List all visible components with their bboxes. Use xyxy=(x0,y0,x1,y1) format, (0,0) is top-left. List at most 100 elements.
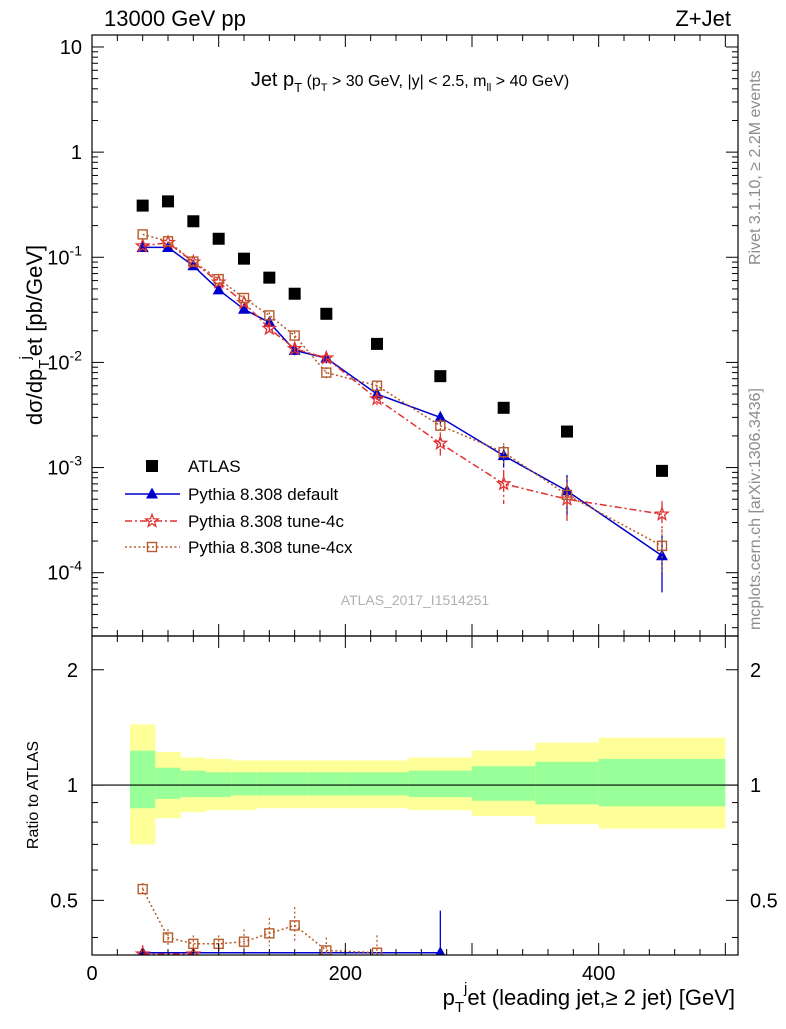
top-series-1-point xyxy=(212,283,225,295)
x-tick-label: 400 xyxy=(582,963,615,985)
header-left: 13000 GeV pp xyxy=(104,6,246,31)
legend-entry: Pythia 8.308 default xyxy=(125,485,339,504)
ratio-series-2-line xyxy=(142,888,378,954)
mcplots-label: mcplots.cern.ch [arXiv:1306.3436] xyxy=(747,388,764,630)
top-series-3-point xyxy=(561,489,573,501)
top-series-3-point xyxy=(264,310,275,321)
top-series-0-point xyxy=(238,252,250,265)
y-tick-label: 10-3 xyxy=(47,453,82,480)
x-tick-label: 0 xyxy=(86,963,97,985)
top-series-1-point xyxy=(656,549,668,561)
y-axis-label-bottom: Ratio to ATLAS xyxy=(25,741,42,849)
band-inner-bin xyxy=(307,772,346,796)
top-series-2-point xyxy=(286,340,303,356)
top-series-2-point xyxy=(261,320,278,336)
ratio-y-tick-label: 0.5 xyxy=(50,890,78,912)
band-inner-bin xyxy=(345,772,409,796)
legend-label: Pythia 8.308 default xyxy=(188,485,339,504)
top-series-3-point xyxy=(162,236,174,247)
top-series-3-point xyxy=(188,256,199,267)
legend-marker xyxy=(144,512,160,528)
plot-title: Jet pT (pT > 30 GeV, |y| < 2.5, mll > 40… xyxy=(251,69,569,95)
ratio-series-2-point xyxy=(162,932,174,943)
legend-label: ATLAS xyxy=(188,457,241,476)
ratio-series-2-point xyxy=(188,938,199,950)
top-series-0-point xyxy=(434,370,447,383)
header-right: Z+Jet xyxy=(675,6,731,31)
band-inner-bin xyxy=(535,761,599,805)
x-axis-label: pTjet (leading jet,≥ 2 jet) [GeV] xyxy=(443,980,735,1016)
band-inner-bin xyxy=(256,772,282,796)
legend-entry: Pythia 8.308 tune-4cx xyxy=(125,538,353,557)
top-series-3-point xyxy=(656,540,668,552)
band-inner-bin xyxy=(282,772,308,796)
ratio-series-1-point xyxy=(134,945,151,955)
top-series-0-point xyxy=(263,271,276,284)
ratio-y-tick-label-right: 2 xyxy=(750,660,761,682)
top-series-3-point xyxy=(371,380,383,391)
top-series-0-point xyxy=(371,337,383,350)
band-inner-bin xyxy=(598,758,726,807)
top-series-3-point xyxy=(289,330,300,341)
y-tick-label: 10-2 xyxy=(47,347,82,374)
top-series-3-point xyxy=(435,420,446,431)
band-inner-bin xyxy=(130,750,156,809)
ratio-y-tick-label-right: 0.5 xyxy=(750,890,778,912)
top-series-3-point xyxy=(238,292,250,304)
top-series-0-point xyxy=(656,464,668,477)
legend-entry: Pythia 8.308 tune-4c xyxy=(125,512,344,531)
ratio-series-1-point xyxy=(185,945,202,955)
y-tick-label: 10-4 xyxy=(47,558,82,585)
ratio-y-tick-label: 1 xyxy=(67,775,78,797)
top-series-3-point xyxy=(321,367,332,378)
y-tick-label: 10 xyxy=(60,37,82,59)
band-inner-bin xyxy=(472,766,536,801)
ratio-series-2-point xyxy=(289,920,300,931)
top-series-0-point xyxy=(162,195,174,208)
top-series-3-line xyxy=(142,233,663,547)
watermark: ATLAS_2017_I1514251 xyxy=(341,592,490,608)
legend-marker xyxy=(146,460,158,472)
legend-marker xyxy=(146,541,158,553)
top-series-3-point xyxy=(213,273,224,285)
top-series-2-point xyxy=(432,434,449,451)
top-series-0-point xyxy=(320,307,333,320)
bottom-frame xyxy=(91,635,739,956)
legend-marker xyxy=(146,487,158,499)
band-inner-bin xyxy=(408,770,472,798)
top-series-1-point xyxy=(238,302,250,314)
top-series-2-point xyxy=(654,505,670,522)
ratio-series-0-point xyxy=(435,946,446,955)
y-tick-label: 10-1 xyxy=(47,242,82,269)
top-series-0-point xyxy=(212,232,225,245)
top-series-2-point xyxy=(369,390,385,406)
top-series-0-point xyxy=(288,287,301,300)
top-series-0-point xyxy=(136,199,149,212)
top-series-3-point xyxy=(137,229,148,240)
band-inner-bin xyxy=(180,770,206,798)
top-series-0-point xyxy=(187,215,200,228)
legend-entry: ATLAS xyxy=(146,457,241,476)
legend-label: Pythia 8.308 tune-4c xyxy=(188,512,344,531)
top-series-2-point xyxy=(134,237,151,253)
ratio-y-tick-label: 2 xyxy=(67,660,78,682)
rivet-label: Rivet 3.1.10, ≥ 2.2M events xyxy=(747,70,764,265)
top-series-1-point xyxy=(434,410,447,422)
ratio-series-2-point xyxy=(264,928,275,939)
top-series-0-point xyxy=(497,401,510,414)
y-axis-label-top: dσ/dpTjet [pb/GeV] xyxy=(17,245,53,425)
ratio-series-2-point xyxy=(137,883,148,895)
ratio-y-tick-label-right: 1 xyxy=(750,775,761,797)
y-tick-label: 1 xyxy=(71,142,82,164)
top-series-0-point xyxy=(561,425,573,438)
top-series-2-point xyxy=(318,349,335,365)
band-inner-bin xyxy=(231,772,257,796)
ratio-series-2-point xyxy=(238,936,250,947)
band-inner-bin xyxy=(155,767,181,799)
top-series-2-point xyxy=(495,475,512,491)
legend-label: Pythia 8.308 tune-4cx xyxy=(188,538,353,557)
ratio-series-2-point xyxy=(371,947,383,955)
x-tick-label: 200 xyxy=(329,963,362,985)
top-series-3-point xyxy=(498,446,509,458)
